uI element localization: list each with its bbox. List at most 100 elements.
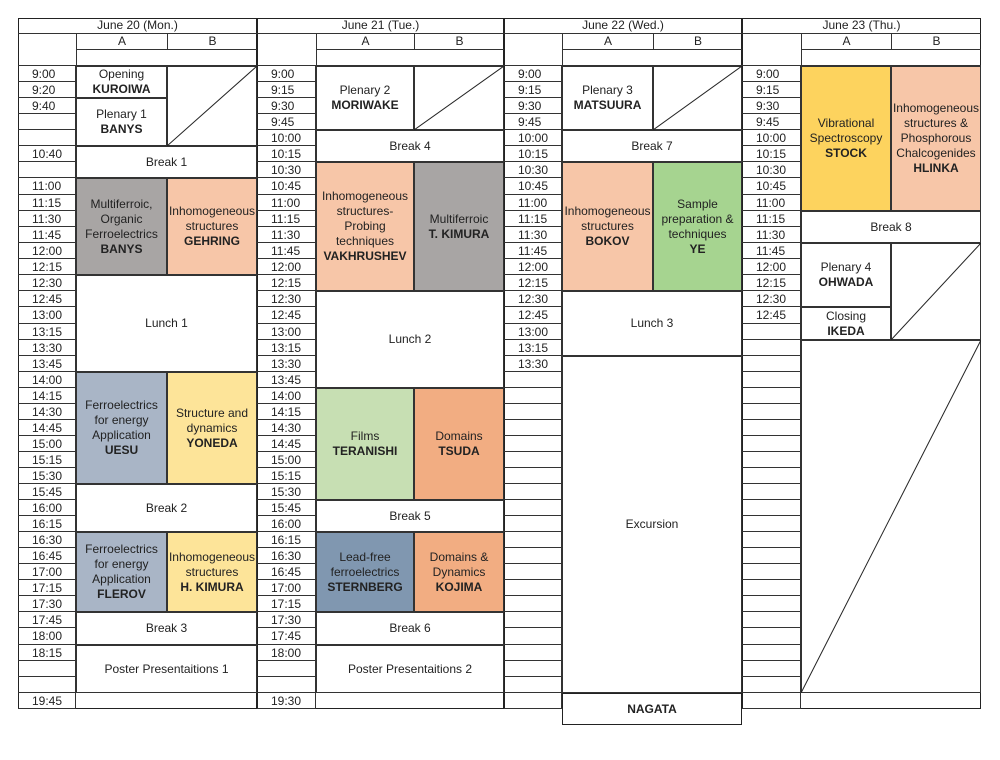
time-text: 15:15 [32,452,63,467]
time-cell [18,275,76,291]
session-title: Lunch 1 [145,316,188,330]
time-label: 10:15 [742,146,801,162]
time-label: 11:15 [18,195,76,211]
day-header-label: June 22 (Wed.) [582,18,664,32]
session-s7a: Inhomogeneous structures BOKOV [562,162,653,291]
time-cell [742,516,801,532]
time-text: 19:45 [32,693,63,708]
session-s7b: Sample preparation & techniques YE [653,162,742,291]
column-b-label: B [693,34,702,48]
time-label: 9:00 [742,66,801,82]
time-cell [257,645,316,661]
time-text: 13:30 [271,356,302,371]
time-label: 13:00 [504,324,562,340]
time-text: 12:45 [271,308,302,322]
session-title: Multiferroic, Organic Ferroelectrics [85,196,158,241]
time-text: 9:15 [756,82,780,97]
time-cell [504,98,562,114]
session-title: Break 1 [145,154,188,169]
column-b-header: B [167,34,257,50]
time-label: 11:00 [504,195,562,211]
session-nagata: NAGATA [562,693,742,725]
time-cell [504,484,562,500]
time-cell [742,82,801,98]
time-text: 9:45 [756,114,780,129]
session-speaker: FLEROV [97,587,146,601]
time-cell [504,82,562,98]
time-cell [742,162,801,178]
time-text: 17:00 [271,580,302,595]
time-label: 18:00 [18,628,76,645]
session-s2a: Ferroelectrics for energy Application UES… [76,372,167,484]
time-label: 15:00 [257,452,316,468]
day-header-label: June 20 (Mon.) [97,18,178,32]
time-label: 14:30 [257,420,316,436]
time-cell [257,596,316,612]
time-label: 14:45 [257,436,316,452]
time-text: 12:45 [518,308,549,322]
session-lunch1: Lunch 1 [76,275,257,372]
time-text: 11:00 [518,195,548,210]
time-cell [18,98,76,114]
session-title: Plenary 2 [339,83,391,97]
time-cell [504,548,562,564]
time-label: 11:30 [257,227,316,243]
time-cell [504,114,562,130]
time-text: 18:00 [32,629,63,643]
time-label: 9:30 [742,98,801,114]
time-label: 14:15 [18,388,76,404]
time-label: 13:30 [504,356,562,372]
session-speaker: UESU [104,443,139,457]
time-cell [742,500,801,516]
time-label: 14:00 [18,372,76,388]
time-label: 12:15 [257,275,316,291]
time-cell [18,580,76,596]
day-header: June 21 (Tue.) [257,18,504,34]
time-label: 9:00 [18,66,76,82]
spacer-row [18,50,76,66]
session-speaker: BANYS [100,241,143,256]
session-plenary4: Plenary 4 OHWADA [801,243,891,307]
session-title: Break 2 [145,500,188,515]
column-a-label: A [361,34,370,48]
time-text: 11:45 [32,227,62,242]
time-cell [257,243,316,259]
time-cell [257,291,316,307]
session-break4: Break 4 [316,130,504,162]
empty-slot [801,340,981,693]
diagonal-line [891,243,981,340]
session-title: Lunch 2 [388,332,432,346]
time-text: 13:00 [32,308,63,322]
column-a-label: A [842,34,851,48]
time-label: 11:30 [18,211,76,227]
session-plenary1: Plenary 1 BANYS [76,98,167,146]
time-text: 9:45 [518,114,542,129]
time-label: 9:15 [504,82,562,98]
session-s5b: Domains TSUDA [414,388,504,500]
time-cell [257,612,316,628]
time-cell [257,372,316,388]
time-label: 11:45 [504,243,562,259]
time-cell [18,307,76,324]
spacer-row [316,50,504,66]
time-cell [504,661,562,677]
time-text: 13:45 [32,356,63,371]
time-label: 10:00 [742,130,801,146]
time-text: 9:00 [518,66,542,81]
day-header-label: June 21 (Tue.) [341,18,420,32]
time-cell [742,114,801,130]
time-text: 9:15 [518,82,542,97]
time-label: 13:30 [18,340,76,356]
time-cell [742,628,801,645]
time-label: 12:00 [257,259,316,275]
session-title: Domains & Dynamics [429,549,489,579]
time-text: 11:15 [756,211,786,226]
time-cell [18,130,76,146]
session-title: Opening [98,67,145,81]
time-label: 15:15 [257,468,316,484]
time-cell [504,500,562,516]
session-title: Lead-free ferroelectrics [330,549,400,579]
time-text: 14:30 [271,420,302,435]
time-label: 9:40 [18,98,76,114]
time-label: 9:15 [257,82,316,98]
